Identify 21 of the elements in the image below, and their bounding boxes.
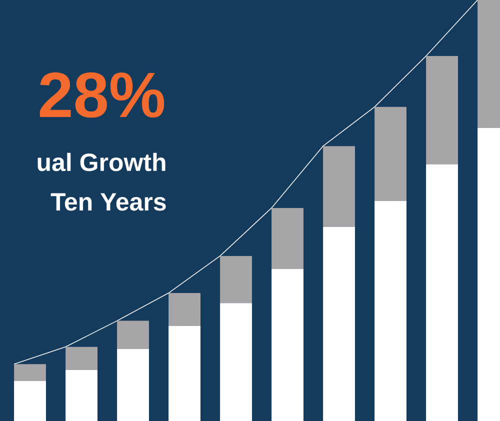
bar <box>374 200 406 421</box>
bar <box>272 208 304 270</box>
bar <box>220 303 252 421</box>
bar <box>117 349 149 421</box>
bar <box>168 293 200 326</box>
bar <box>426 164 458 421</box>
bar <box>168 326 200 421</box>
bar <box>14 381 46 421</box>
bar <box>323 146 355 227</box>
bar <box>374 106 406 201</box>
bar <box>272 269 304 421</box>
bar <box>323 226 355 421</box>
text: 28% <box>40 72 164 118</box>
bar <box>220 256 252 304</box>
annotation: Ten Years <box>50 193 166 211</box>
bar <box>117 320 149 350</box>
bar <box>14 364 46 382</box>
annotation: ual Growth <box>38 152 166 172</box>
bar <box>426 56 458 164</box>
bar <box>66 346 98 370</box>
bar <box>66 370 98 421</box>
